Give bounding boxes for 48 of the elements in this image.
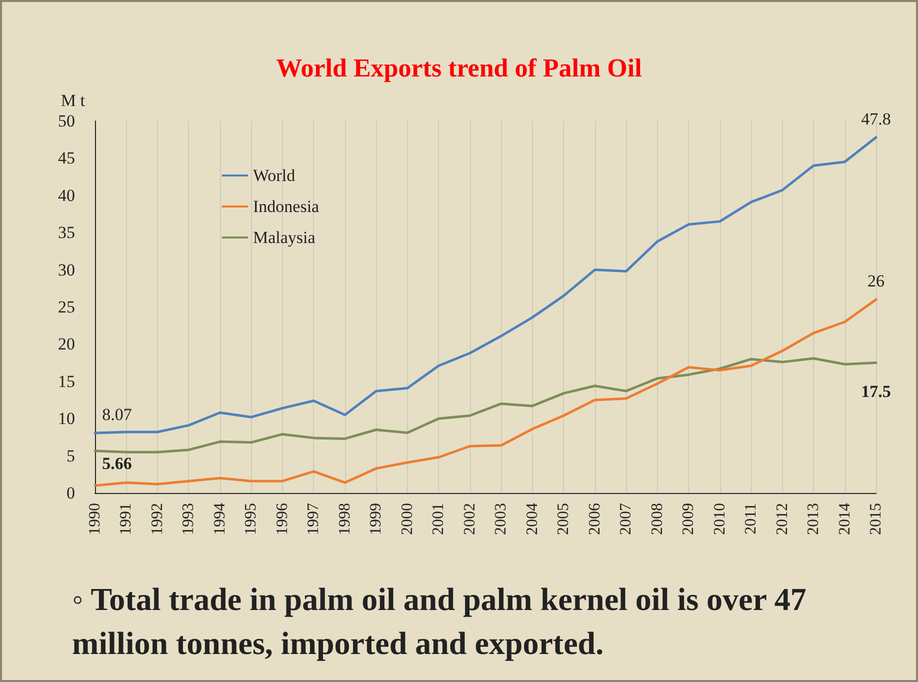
y-tick-label: 0	[66, 484, 75, 502]
x-tick-label: 2004	[524, 503, 541, 535]
x-tick-label: 2015	[868, 503, 884, 535]
x-tick-label: 1991	[118, 503, 135, 535]
y-tick-label: 15	[58, 372, 75, 391]
y-tick-label: 25	[58, 298, 75, 316]
x-tick-label: 2000	[398, 503, 416, 535]
y-tick-label: 50	[58, 112, 75, 130]
x-tick-label: 2006	[586, 503, 604, 535]
x-tick-label: 2003	[492, 503, 510, 535]
x-tick-label: 1995	[242, 503, 260, 535]
y-tick-label: 40	[58, 186, 75, 205]
y-tick-label: 20	[58, 334, 75, 354]
x-tick-label: 1993	[180, 503, 198, 535]
data-label: 5.66	[102, 454, 132, 473]
x-tick-label: 2010	[711, 503, 728, 535]
x-tick-label: 1999	[368, 503, 385, 535]
x-tick-label: 1992	[148, 503, 166, 535]
x-tick-label: 2009	[680, 503, 698, 535]
x-tick-label: 1990	[86, 503, 104, 535]
chart-title: World Exports trend of Palm Oil	[276, 54, 642, 82]
x-tick-label: 2008	[648, 503, 666, 535]
x-tick-label: 2001	[430, 503, 448, 535]
y-tick-label: 35	[58, 223, 75, 242]
y-axis-title: M t	[60, 91, 86, 110]
x-tick-label: 2011	[742, 503, 760, 534]
y-tick-label: 5	[66, 446, 75, 466]
text: ◦ Total trade in palm oil and palm kernel oil is over 47 million tonnes, imported and exported.	[72, 580, 808, 663]
x-tick-label: 1994	[211, 503, 228, 535]
x-tick-label: 1997	[305, 503, 322, 535]
x-tick-label: 2014	[836, 503, 854, 535]
data-label: 17.5	[861, 382, 891, 401]
data-label: 47.8	[861, 109, 891, 128]
y-tick-label: 30	[58, 260, 75, 280]
x-tick-label: 2005	[555, 503, 572, 535]
y-tick-label: 10	[58, 409, 75, 428]
x-tick-label: 1998	[336, 503, 354, 535]
data-label: 8.07	[102, 404, 132, 424]
x-tick-label: 2002	[461, 503, 478, 535]
legend-label: Malaysia	[253, 228, 316, 247]
x-tick-label: 2013	[805, 503, 822, 535]
legend-label: World	[253, 166, 296, 185]
legend-label: Indonesia	[253, 197, 320, 216]
x-tick-label: 2007	[618, 503, 635, 535]
data-label: 26	[868, 272, 884, 291]
x-tick-label: 2012	[774, 503, 791, 535]
y-tick-label: 45	[58, 148, 75, 168]
x-tick-label: 1996	[274, 503, 291, 535]
